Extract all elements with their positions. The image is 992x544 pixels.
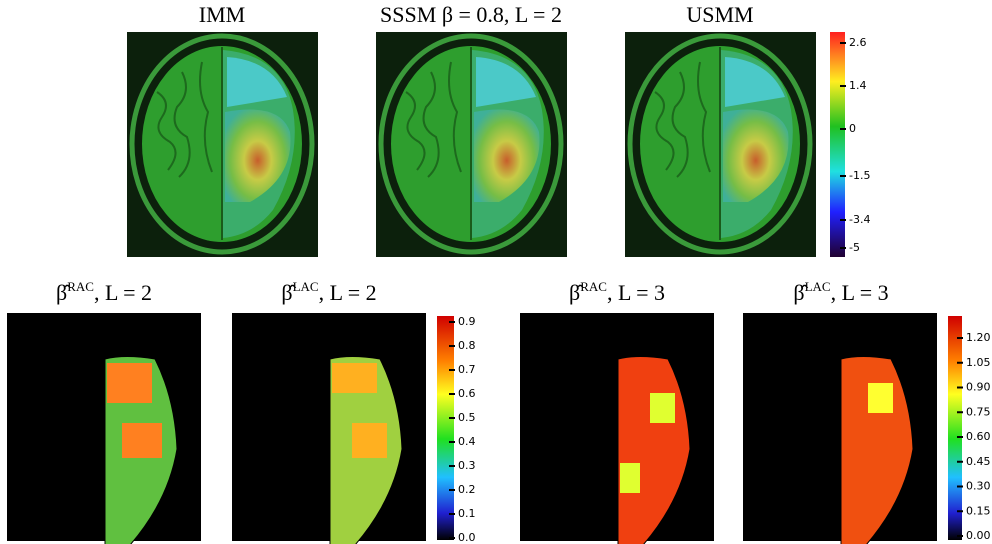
map-image (520, 313, 714, 544)
colorbar-label: -3.4 (849, 213, 870, 226)
colorbar-label: 0.30 (966, 480, 991, 493)
colorbar-label: 1.20 (966, 331, 991, 344)
map-image (232, 313, 426, 544)
title-suffix: , L = 3 (607, 280, 665, 305)
brain-image (376, 32, 567, 257)
colorbar-label: 0.0 (458, 531, 476, 544)
colorbar-label: 1.4 (849, 79, 867, 92)
colorbar (948, 316, 962, 540)
title-superscript: LAC (805, 279, 831, 294)
colorbar-label: 0.2 (458, 483, 476, 496)
colorbar-label: 0.00 (966, 529, 991, 542)
map-image (7, 313, 201, 544)
colorbar-label: 0.3 (458, 459, 476, 472)
title-suffix: , L = 2 (319, 280, 377, 305)
colorbar-label: 0.60 (966, 430, 991, 443)
colorbar-label: 0 (849, 122, 856, 135)
panel-title: IMM (199, 2, 245, 27)
top-row: IMM SSSM β = 0.8, L = 2 USMM (127, 2, 845, 257)
brain-image (127, 32, 318, 257)
bottom-row (7, 313, 962, 544)
colorbar-label: 2.6 (849, 36, 867, 49)
colorbar-label: 0.45 (966, 455, 991, 468)
map-image (743, 313, 937, 544)
title-suffix: , L = 3 (831, 280, 889, 305)
colorbar-label: 1.05 (966, 356, 991, 369)
colorbar-label: 0.90 (966, 381, 991, 394)
colorbar-label: 0.9 (458, 315, 476, 328)
colorbar-label: 0.1 (458, 507, 476, 520)
title-superscript: RAC (67, 279, 94, 294)
panel-title: β̂LAC, L = 2 (281, 279, 376, 305)
brain-image (625, 32, 816, 257)
panel-title: β̂RAC, L = 3 (569, 279, 665, 305)
colorbar-label: 0.8 (458, 339, 476, 352)
panel-title: β̂RAC, L = 2 (56, 279, 152, 305)
colorbar-label: 0.7 (458, 363, 476, 376)
colorbar-label: -5 (849, 241, 860, 254)
colorbar (437, 316, 454, 540)
colorbar (830, 32, 845, 257)
colorbar-label: 0.4 (458, 435, 476, 448)
figure: IMM SSSM β = 0.8, L = 2 USMM β̂RAC, L = … (0, 0, 992, 544)
panel-title: β̂LAC, L = 3 (793, 279, 888, 305)
colorbar-label: 0.15 (966, 504, 991, 517)
panel-title: SSSM β = 0.8, L = 2 (380, 2, 562, 27)
colorbar-label: 0.5 (458, 411, 476, 424)
colorbar-label: 0.6 (458, 387, 476, 400)
title-superscript: LAC (293, 279, 319, 294)
colorbar-label: 0.75 (966, 405, 991, 418)
panel-title: USMM (686, 2, 753, 27)
title-suffix: , L = 2 (94, 280, 152, 305)
colorbar-label: -1.5 (849, 169, 870, 182)
title-superscript: RAC (580, 279, 607, 294)
